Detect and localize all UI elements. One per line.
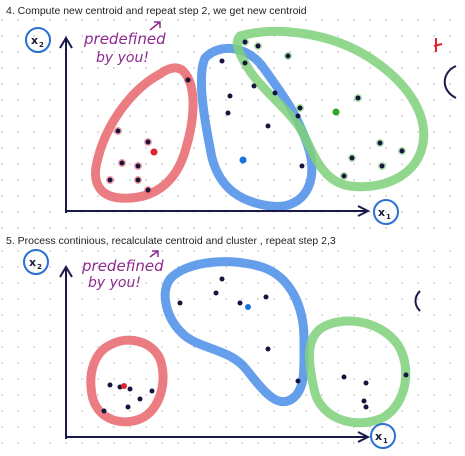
svg-text:x: x xyxy=(31,34,38,47)
annotation-arrow xyxy=(149,250,159,258)
x-axis-label: x 1 xyxy=(370,423,396,449)
svg-text:x: x xyxy=(378,206,385,219)
annotation-predefined: predefined xyxy=(81,257,164,275)
svg-text:2: 2 xyxy=(39,41,44,49)
green-cluster-points xyxy=(341,372,409,410)
annotation-arrow xyxy=(149,21,161,31)
blue-cluster xyxy=(160,257,309,407)
red-centroid xyxy=(121,383,127,389)
svg-text:1: 1 xyxy=(386,213,391,221)
x-axis-arrow xyxy=(357,431,371,443)
blue-cluster xyxy=(196,44,317,211)
blue-centroid xyxy=(239,156,247,164)
annotation-by-you: by you! xyxy=(96,50,149,66)
svg-text:1: 1 xyxy=(383,437,388,445)
svg-text:2: 2 xyxy=(37,263,42,271)
annotation-predefined: predefined xyxy=(83,30,166,48)
step-5-panel: x 2 x 1 predefined by you! xyxy=(0,249,465,456)
annotation-by-you: by you! xyxy=(88,275,141,291)
x-axis-arrow xyxy=(357,205,371,217)
blue-cluster-points xyxy=(177,276,301,384)
step-4-panel: x 2 x 1 predefined by you! xyxy=(0,18,465,230)
green-cluster xyxy=(232,26,429,192)
svg-text:x: x xyxy=(29,256,36,269)
blue-centroid xyxy=(245,304,251,310)
edge-mark-blue xyxy=(443,65,457,99)
x-axis-label: x 1 xyxy=(373,199,399,225)
green-cluster-points xyxy=(241,38,406,180)
y-axis-label: x 2 xyxy=(25,27,51,53)
step-5-caption: 5. Process continious, recalculate centr… xyxy=(6,235,336,247)
step-5-diagram: x 2 x 1 predefined by you! xyxy=(0,249,465,456)
y-axis-label: x 2 xyxy=(23,249,49,275)
red-centroid xyxy=(150,148,158,156)
edge-mark-red xyxy=(433,38,443,52)
green-centroid xyxy=(332,108,340,116)
y-axis-arrow xyxy=(59,265,73,278)
red-cluster-points xyxy=(106,76,192,194)
green-cluster xyxy=(304,316,411,428)
step-4-caption: 4. Compute new centroid and repeat step … xyxy=(6,5,307,17)
red-cluster xyxy=(86,335,168,427)
svg-text:x: x xyxy=(375,430,382,443)
step-4-diagram: x 2 x 1 predefined by you! xyxy=(0,18,465,230)
edge-mark xyxy=(414,290,421,312)
y-axis-arrow xyxy=(59,36,73,49)
red-cluster xyxy=(91,63,198,203)
blue-cluster-points xyxy=(219,58,305,169)
